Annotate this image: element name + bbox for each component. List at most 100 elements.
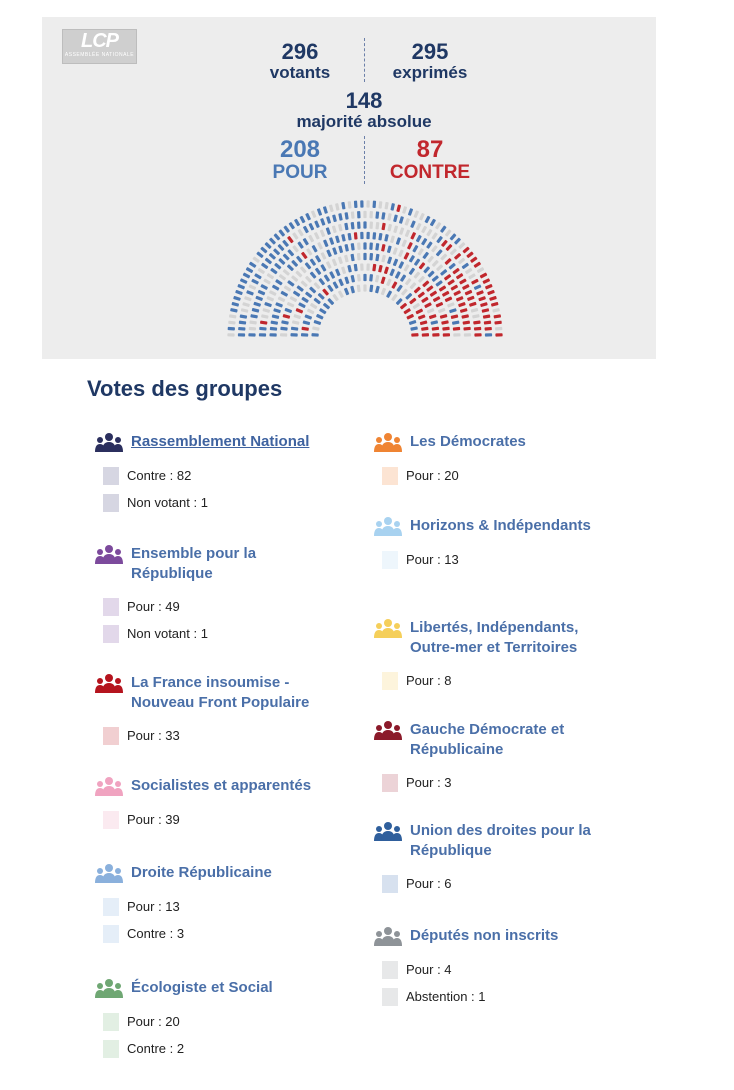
seat (381, 254, 386, 263)
seat (408, 267, 415, 275)
seat (269, 333, 277, 337)
seat (350, 285, 355, 294)
seat (399, 216, 404, 224)
vote-row: Abstention : 1 (382, 983, 595, 1010)
seat (473, 261, 481, 268)
seat (435, 249, 443, 257)
group-name: Gauche Démocrate et Républicaine (410, 721, 565, 758)
seat (456, 296, 464, 302)
seat (290, 326, 299, 331)
group-header: Rassemblement National (95, 432, 316, 452)
vote-text: Non votant : 1 (127, 626, 208, 641)
seat (289, 296, 298, 302)
seat (375, 274, 380, 283)
seat (261, 314, 269, 319)
vote-text: Pour : 20 (127, 1014, 180, 1029)
seat (432, 333, 440, 337)
seat (338, 223, 343, 232)
seat (344, 276, 350, 285)
seat (290, 333, 298, 337)
seat (325, 227, 331, 235)
seat (341, 202, 346, 210)
seat (435, 280, 443, 287)
seat (442, 326, 450, 331)
seat (335, 203, 340, 211)
seat (332, 281, 339, 289)
seat (284, 307, 293, 314)
seat (410, 220, 416, 228)
seat (390, 235, 395, 244)
seat (357, 221, 361, 229)
seat (445, 229, 452, 237)
vote-row: Non votant : 1 (103, 620, 316, 647)
vote-swatch (382, 874, 398, 893)
seat (327, 284, 334, 292)
seat (353, 200, 358, 208)
seat (250, 314, 258, 319)
group-name: Ensemble pour la République (131, 545, 257, 582)
seat (366, 263, 370, 271)
seat (295, 270, 303, 278)
group-header: Droite Républicaine (95, 863, 316, 883)
seat (288, 222, 295, 230)
seat (369, 242, 373, 250)
vote-swatch (103, 726, 119, 745)
seat (275, 302, 283, 308)
seat (304, 314, 313, 320)
seat (487, 289, 495, 296)
group-name: Droite Républicaine (131, 864, 272, 881)
seat (366, 231, 370, 240)
group-name: Les Démocrates (410, 433, 526, 450)
seat (375, 222, 380, 230)
seat (230, 308, 238, 313)
group-block: Horizons & Indépendants Pour : 13 (374, 516, 595, 573)
vote-swatch (103, 924, 119, 943)
seat (332, 214, 337, 223)
vote-row: Pour : 8 (382, 667, 595, 694)
seat (291, 260, 299, 267)
group-block: Écologiste et Social Pour : 20 Contre : 2 (95, 978, 316, 1062)
vote-row: Pour : 4 (382, 956, 595, 983)
majorite-stat: 148 majorité absolue (264, 90, 464, 132)
seat (393, 214, 398, 223)
seat (424, 215, 431, 224)
logo-mark: LCP (81, 30, 119, 52)
vote-row: Contre : 82 (103, 462, 316, 489)
seat (378, 264, 383, 273)
seat (459, 278, 467, 285)
seat (251, 308, 260, 313)
seat (316, 313, 324, 320)
group-name: Socialistes et apparentés (131, 777, 312, 794)
seat (257, 289, 266, 296)
seat (372, 263, 377, 272)
seat (318, 278, 325, 286)
group-people-icon (374, 926, 402, 946)
contre-stat: 87 CONTRE (375, 138, 485, 184)
seat (272, 284, 280, 291)
votants-stat: 296 votants (255, 41, 345, 83)
seat (320, 264, 327, 272)
seat (403, 308, 411, 315)
seat (291, 320, 300, 325)
seat (240, 278, 248, 284)
seat (237, 284, 245, 290)
seat (405, 292, 413, 300)
seat (452, 267, 460, 275)
seat (453, 333, 461, 337)
seat (337, 256, 343, 265)
group-name[interactable]: Rassemblement National (131, 433, 310, 450)
seat (266, 296, 274, 302)
seat (258, 333, 267, 337)
seat (278, 258, 286, 265)
group-block: Les Démocrates Pour : 20 (374, 432, 595, 489)
vote-swatch (382, 671, 398, 690)
seat (369, 221, 373, 229)
seat (260, 320, 268, 325)
seat (390, 203, 395, 211)
seat (495, 333, 503, 337)
seat (423, 266, 430, 274)
seat (278, 229, 285, 237)
seat (300, 280, 308, 288)
seat (277, 296, 286, 303)
group-votes: Pour : 8 (382, 667, 595, 694)
